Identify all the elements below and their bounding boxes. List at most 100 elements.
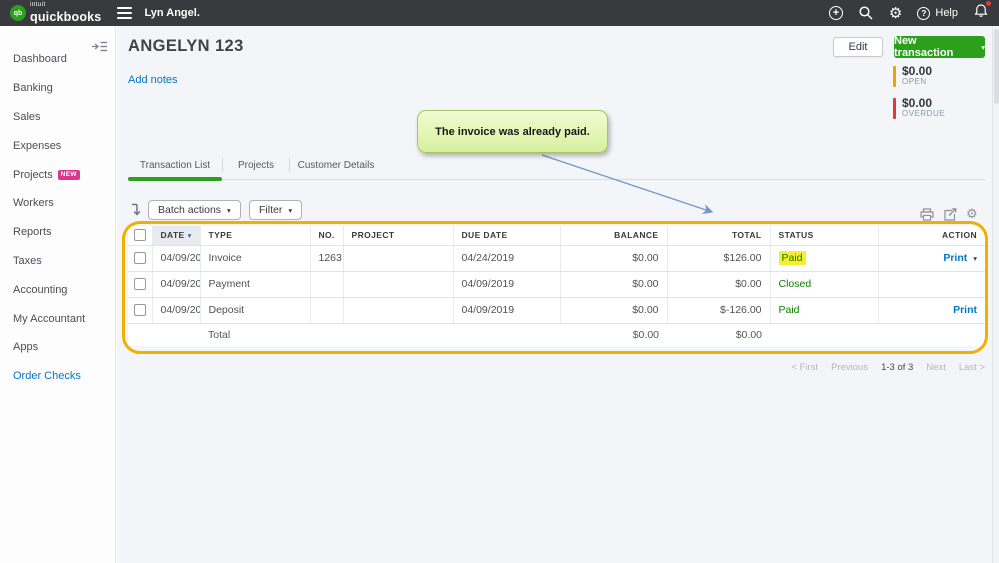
edit-button[interactable]: Edit <box>833 37 883 57</box>
sidebar-item-expenses[interactable]: Expenses <box>0 131 115 160</box>
scrollbar-thumb[interactable] <box>994 29 999 104</box>
cell-due-date: 04/24/2019 <box>453 245 561 272</box>
top-bar: qb intuit quickbooks Lyn Angel. + ⚙ ? He… <box>0 0 999 26</box>
sidebar-item-dashboard[interactable]: Dashboard <box>0 45 115 74</box>
hamburger-menu-icon[interactable] <box>117 7 133 19</box>
cell-date: 04/09/2019 <box>152 271 201 298</box>
help-button[interactable]: ? Help <box>917 6 958 20</box>
table-row[interactable]: 04/09/2019 Invoice 1263 04/24/2019 $0.00… <box>128 245 985 272</box>
pagination-previous[interactable]: Previous <box>831 362 869 373</box>
sidebar-item-apps[interactable]: Apps <box>0 333 115 362</box>
print-link[interactable]: Print <box>953 304 977 316</box>
cell-balance: $0.00 <box>560 297 668 324</box>
tab-transaction-list[interactable]: Transaction List <box>139 159 211 171</box>
cell-due-date: 04/09/2019 <box>453 271 561 298</box>
sidebar-item-sales[interactable]: Sales <box>0 103 115 132</box>
sidebar-item-taxes[interactable]: Taxes <box>0 247 115 276</box>
create-plus-icon[interactable]: + <box>828 6 843 20</box>
print-link[interactable]: Print <box>943 252 968 264</box>
column-header-total: TOTAL <box>667 226 771 246</box>
sidebar-item-label: Taxes <box>13 254 42 267</box>
help-label: Help <box>935 7 958 19</box>
cell-type: Payment <box>200 271 311 298</box>
sidebar-item-order-checks[interactable]: Order Checks <box>0 362 115 391</box>
sidebar-item-banking[interactable]: Banking <box>0 74 115 103</box>
footer-total-value: $0.00 <box>735 328 762 341</box>
table-tools: ⚙ <box>920 206 978 222</box>
overdue-amount: $0.00 <box>902 96 933 110</box>
export-icon[interactable] <box>943 207 957 221</box>
batch-actions-label: Batch actions <box>158 204 222 216</box>
column-header-type: TYPE <box>200 226 311 246</box>
column-header-date[interactable]: DATE ▾ <box>152 226 201 246</box>
cell-action <box>878 271 985 298</box>
chevron-down-icon: ▾ <box>981 42 985 52</box>
sidebar-item-label: Order Checks <box>13 370 81 383</box>
table-header-row: DATE ▾ TYPE NO. PROJECT DUE DATE BALANCE … <box>128 226 985 246</box>
tab-projects[interactable]: Projects <box>237 159 275 171</box>
sidebar-item-my-accountant[interactable]: My Accountant <box>0 304 115 333</box>
add-notes-link[interactable]: Add notes <box>128 74 178 86</box>
sidebar-item-label: Reports <box>13 226 52 239</box>
print-icon[interactable] <box>920 207 934 221</box>
cell-no: 1263 <box>310 245 344 272</box>
topbar-actions: + ⚙ ? Help <box>828 0 991 24</box>
new-badge: NEW <box>57 169 80 180</box>
collapse-sidebar-icon[interactable] <box>92 41 108 52</box>
new-transaction-button[interactable]: New transaction ▾ <box>894 35 985 59</box>
tab-bar: Transaction List Projects Customer Detai… <box>128 157 382 173</box>
column-header-due-date: DUE DATE <box>453 226 561 246</box>
overdue-label: OVERDUE <box>902 109 946 118</box>
page-title: ANGELYN 123 <box>128 37 244 55</box>
filter-label: Filter <box>259 204 283 216</box>
callout-tooltip: The invoice was already paid. <box>417 110 608 153</box>
tab-customer-details[interactable]: Customer Details <box>297 159 375 171</box>
open-amount: $0.00 <box>902 64 933 78</box>
sidebar-item-label: Projects <box>13 168 53 181</box>
scroll-to-bottom-icon[interactable] <box>131 203 143 216</box>
cell-type: Deposit <box>200 297 311 324</box>
search-icon[interactable] <box>858 5 874 21</box>
select-all-checkbox[interactable] <box>133 229 146 242</box>
tab-divider <box>289 158 290 172</box>
column-header-status: STATUS <box>770 226 879 246</box>
column-header-action: ACTION <box>878 226 985 246</box>
table-row[interactable]: 04/09/2019 Deposit 04/09/2019 $0.00 $-12… <box>128 297 985 324</box>
sidebar-item-workers[interactable]: Workers <box>0 189 115 218</box>
settings-gear-icon[interactable]: ⚙ <box>888 4 903 22</box>
pagination-first[interactable]: < First <box>791 362 819 373</box>
pagination-range: 1-3 of 3 <box>881 362 914 373</box>
table-settings-gear-icon[interactable]: ⚙ <box>966 206 978 221</box>
cell-total: $-126.00 <box>667 297 771 324</box>
notification-dot <box>986 0 991 6</box>
vertical-scrollbar[interactable] <box>992 26 999 563</box>
pagination-next[interactable]: Next <box>926 362 946 373</box>
sidebar-item-reports[interactable]: Reports <box>0 218 115 247</box>
batch-actions-button[interactable]: Batch actions ▾ <box>148 200 241 220</box>
brand-prefix: intuit <box>30 1 46 8</box>
column-header-balance: BALANCE <box>560 226 668 246</box>
cell-date: 04/09/2019 <box>152 245 201 272</box>
quickbooks-logo-icon: qb <box>10 5 26 21</box>
row-checkbox[interactable] <box>133 278 146 291</box>
transaction-table: DATE ▾ TYPE NO. PROJECT DUE DATE BALANCE … <box>128 226 985 346</box>
filter-button[interactable]: Filter ▾ <box>249 200 303 220</box>
notifications-bell-icon[interactable] <box>973 0 991 24</box>
tabs-divider-line <box>128 179 985 180</box>
column-header-project: PROJECT <box>343 226 454 246</box>
cell-project <box>343 297 454 324</box>
sidebar-item-projects[interactable]: Projects NEW <box>0 160 115 189</box>
sidebar-item-label: Banking <box>13 82 53 95</box>
cell-no <box>310 271 344 298</box>
overdue-amount-bar <box>893 98 896 119</box>
table-row[interactable]: 04/09/2019 Payment 04/09/2019 $0.00 $0.0… <box>128 271 985 298</box>
pagination-last[interactable]: Last > <box>958 362 985 373</box>
sidebar-item-label: Accounting <box>13 283 68 296</box>
chevron-down-icon[interactable]: ▾ <box>973 254 977 263</box>
chevron-down-icon: ▾ <box>227 205 231 215</box>
footer-total-label: Total <box>208 328 231 341</box>
row-checkbox[interactable] <box>133 252 146 265</box>
tab-divider <box>222 158 223 172</box>
sidebar-item-accounting[interactable]: Accounting <box>0 275 115 304</box>
row-checkbox[interactable] <box>133 304 146 317</box>
